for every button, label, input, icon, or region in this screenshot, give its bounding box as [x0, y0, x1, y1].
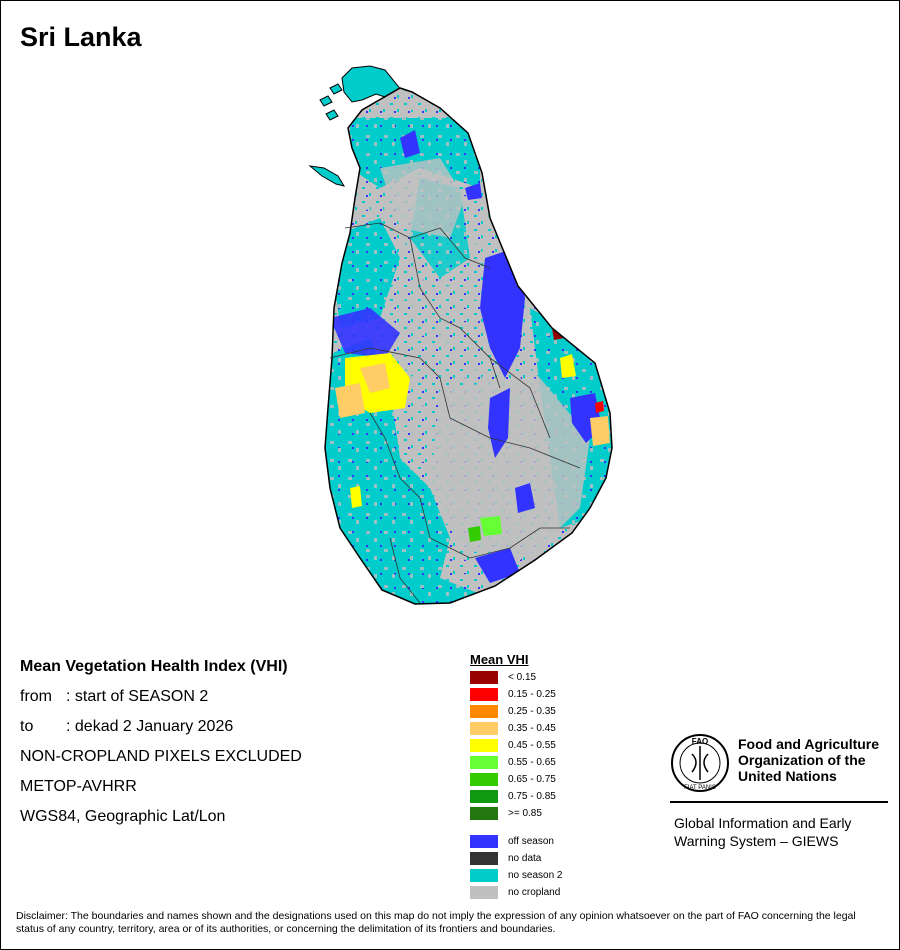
giews-name: Global Information and Early Warning Sys… — [674, 814, 888, 850]
fao-name-line2: Organization of the — [738, 752, 866, 768]
mannar-island — [308, 165, 346, 187]
fao-divider — [670, 801, 888, 803]
legend-swatch — [470, 852, 498, 865]
legend-swatch — [470, 705, 498, 718]
legend-label: off season — [508, 836, 554, 847]
legend-swatch — [470, 807, 498, 820]
fao-name: Food and Agriculture Organization of the… — [738, 736, 888, 784]
map-info: Mean Vegetation Health Index (VHI) from:… — [20, 658, 440, 838]
legend-swatch — [470, 739, 498, 752]
legend-label: 0.35 - 0.45 — [508, 723, 556, 734]
legend-items: < 0.15 0.15 - 0.25 0.25 - 0.35 0.35 - 0.45 0… — [470, 671, 620, 911]
legend-label: no cropland — [508, 887, 561, 898]
info-from-value: : start of SEASON 2 — [66, 688, 209, 705]
legend-swatch — [470, 688, 498, 701]
fao-name-line3: United Nations — [738, 768, 837, 784]
legend-swatch — [470, 671, 498, 684]
fao-logo-icon: FAO FIAT PANIS — [671, 734, 729, 792]
legend-label: no data — [508, 853, 542, 864]
legend-swatch — [470, 756, 498, 769]
giews-line2: Warning System – GIEWS — [674, 833, 839, 849]
vhi-legend: Mean VHI < 0.15 0.15 - 0.25 0.25 - 0.35 0.3… — [470, 652, 620, 911]
info-projection: WGS84, Geographic Lat/Lon — [20, 808, 226, 825]
province-boundaries — [329, 222, 581, 604]
fao-name-line1: Food and Agriculture — [738, 736, 880, 752]
info-from: from : start of SEASON 2 — [20, 688, 440, 718]
island-1 — [329, 83, 343, 95]
legend-swatch — [470, 869, 498, 882]
info-sensor: METOP-AVHRR — [20, 778, 137, 795]
fao-emblem-letters: FAO — [692, 737, 708, 746]
legend-label: 0.45 - 0.55 — [508, 740, 556, 751]
info-from-label: from — [20, 688, 52, 705]
legend-label: >= 0.85 — [508, 808, 542, 819]
map-title: Sri Lanka — [20, 22, 142, 52]
island-outline — [324, 87, 613, 605]
fao-emblem-motto: FIAT PANIS — [684, 785, 716, 791]
legend-label: 0.15 - 0.25 — [508, 689, 556, 700]
legend-swatch — [470, 886, 498, 899]
info-cropland-note: NON-CROPLAND PIXELS EXCLUDED — [20, 748, 302, 765]
legend-swatch — [470, 773, 498, 786]
legend-label: 0.25 - 0.35 — [508, 706, 556, 717]
island-2 — [319, 95, 333, 107]
info-to: to : dekad 2 January 2026 — [20, 718, 440, 748]
legend-swatch — [470, 790, 498, 803]
legend-label: no season 2 — [508, 870, 563, 881]
legend-title: Mean VHI — [470, 652, 529, 667]
info-to-value: : dekad 2 January 2026 — [66, 718, 234, 735]
legend-label: 0.65 - 0.75 — [508, 774, 556, 785]
legend-label: < 0.15 — [508, 672, 537, 683]
legend-swatch — [470, 722, 498, 735]
island-3 — [325, 109, 339, 121]
giews-line1: Global Information and Early — [674, 815, 852, 831]
sri-lanka-map — [308, 65, 613, 605]
legend-label: 0.55 - 0.65 — [508, 757, 556, 768]
info-heading: Mean Vegetation Health Index (VHI) — [20, 658, 288, 675]
disclaimer: Disclaimer: The boundaries and names sho… — [16, 910, 856, 935]
legend-label: 0.75 - 0.85 — [508, 791, 556, 802]
info-to-label: to — [20, 718, 34, 735]
legend-swatch — [470, 835, 498, 848]
